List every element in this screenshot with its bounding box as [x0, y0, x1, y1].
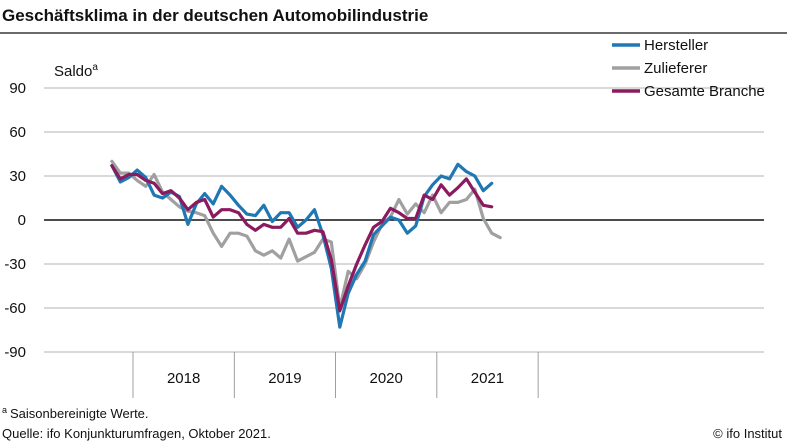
copyright-note: © ifo Institut	[713, 426, 782, 441]
y-tick-labels: 90 60 30 0 -30 -60 -90	[4, 80, 26, 361]
x-tick-label: 2018	[167, 370, 200, 387]
gridlines	[44, 87, 764, 353]
series-line-hersteller	[110, 162, 494, 329]
x-axis: 2018 2019 2020 2021	[132, 352, 539, 398]
series-lines	[110, 159, 502, 329]
y-tick-label: 90	[9, 80, 26, 97]
y-tick-label: -90	[4, 344, 26, 361]
y-axis-label: Saldoa	[54, 62, 98, 80]
x-tick-label: 2021	[471, 370, 504, 387]
chart-title: Geschäftsklima in der deutschen Automobi…	[2, 6, 428, 25]
legend-label: Gesamte Branche	[644, 83, 765, 100]
y-tick-label: 30	[9, 168, 26, 185]
series-line-gesamte-branche	[110, 164, 494, 313]
legend: Hersteller Zulieferer Gesamte Branche	[612, 37, 765, 100]
legend-label: Zulieferer	[644, 60, 707, 77]
footnote: a Saisonbereinigte Werte.	[2, 405, 149, 421]
y-tick-label: 0	[18, 212, 26, 229]
series-line-zulieferer	[110, 159, 502, 310]
y-tick-label: 60	[9, 124, 26, 141]
y-tick-label: -30	[4, 256, 26, 273]
x-tick-label: 2019	[268, 370, 301, 387]
legend-label: Hersteller	[644, 37, 708, 54]
x-tick-label: 2020	[370, 370, 403, 387]
source-note: Quelle: ifo Konjunkturumfragen, Oktober …	[2, 426, 271, 441]
y-tick-label: -60	[4, 300, 26, 317]
